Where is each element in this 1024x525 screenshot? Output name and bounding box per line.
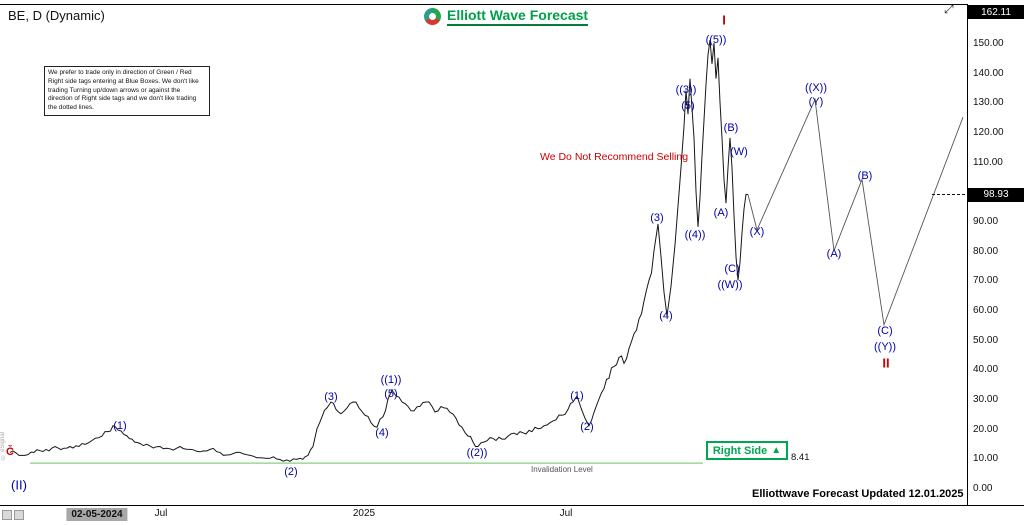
price-tick-label: 30.00 (973, 394, 999, 405)
wave-label: ((4)) (684, 229, 706, 241)
price-tick-label: 120.00 (973, 127, 1004, 138)
price-axis[interactable]: 162.11 98.93 150.00 140.00 130.00 120.00 110… (968, 4, 1024, 505)
wave-label: II (882, 355, 890, 371)
date-label: Jul (559, 508, 573, 519)
wave-label: (4) (659, 310, 673, 322)
disclaimer-note: We prefer to trade only in direction of … (44, 66, 210, 116)
wave-label: (2) (580, 421, 594, 433)
price-tick-label: 150.00 (973, 38, 1004, 49)
corner-icons (2, 510, 24, 520)
price-tick-label: 20.00 (973, 423, 999, 435)
price-series (9, 39, 749, 462)
price-tick-label: 90.00 (973, 216, 999, 227)
logo-circle-icon (424, 8, 441, 25)
wave-label: (5) (384, 388, 398, 400)
wave-label: ((2)) (466, 447, 488, 459)
price-tick-label: 40.00 (973, 364, 999, 376)
wave-label: (A) (713, 207, 729, 219)
wave-label: ((5)) (705, 34, 727, 46)
wave-label: (2) (284, 466, 298, 478)
elliott-wave-forecast-logo: Elliott Wave Forecast (424, 7, 589, 26)
wave-label: (W) (730, 146, 748, 158)
corner-icon (14, 510, 24, 520)
logo-text: Elliott Wave Forecast (447, 7, 589, 26)
wave-label: ((X)) (805, 82, 827, 94)
wave-label: ((1)) (380, 374, 402, 386)
wave-label: (B) (857, 170, 873, 182)
no-sell-note: We Do Not Recommend Selling (540, 151, 689, 163)
right-side-tag: Right Side ▲ (706, 441, 788, 460)
price-tick-label: 80.00 (973, 245, 999, 257)
watermark: © eSignal (0, 432, 6, 460)
invalidation-value: 8.41 (791, 452, 810, 463)
price-tick-label: 50.00 (973, 334, 999, 346)
wave-label: I (722, 12, 726, 28)
price-tick-label: 10.00 (973, 453, 999, 465)
wave-label: (1) (113, 420, 127, 432)
corner-icon (2, 510, 12, 520)
invalidation-label: Invalidation Level (531, 465, 593, 474)
wave-label: (C) (877, 325, 893, 337)
price-tick-label: 70.00 (973, 275, 999, 287)
wave-label: (3) (324, 391, 338, 403)
wave-label: (3) (650, 212, 664, 224)
chart-canvas[interactable]: (1) (2) (3) ((1)) (5) (4) ((2)) (1) (2) (3) (4) ((3… (0, 0, 967, 505)
wave-label: (5) (681, 100, 695, 112)
price-tick-label: 0.00 (973, 483, 993, 494)
wave-label: ((3)) (675, 84, 697, 96)
wave-label: (Y) (808, 96, 824, 108)
wave-label: ((Y)) (874, 341, 896, 353)
price-tick-label: 60.00 (973, 305, 999, 316)
date-label: 2025 (352, 508, 376, 519)
wave-label: ((W)) (717, 279, 743, 291)
wave-label: (B) (723, 122, 739, 134)
wave-label: (1) (570, 390, 584, 402)
wave-label: (4) (375, 427, 389, 439)
chart-title: BE, D (Dynamic) (8, 8, 105, 23)
wave-label: (II) (11, 477, 27, 493)
time-axis[interactable]: 02-05-2024 Jul 2025 Jul (0, 506, 967, 525)
axis-separator (967, 4, 968, 506)
bottom-border (0, 505, 1024, 506)
date-label: Jul (154, 508, 168, 519)
wave-label: Č (6, 446, 14, 458)
price-tick-label: 110.00 (973, 156, 1003, 168)
wave-label: (X) (749, 226, 765, 238)
expand-icon[interactable]: ⤢ (944, 2, 954, 16)
wave-label: (A) (826, 248, 842, 260)
date-label-selected: 02-05-2024 (66, 508, 128, 521)
price-chart-svg (9, 39, 966, 464)
current-price-badge: 98.93 (968, 187, 1024, 202)
high-price-badge: 162.11 (968, 5, 1024, 19)
logo-circle-hole (429, 13, 436, 20)
forecast-line (747, 97, 964, 327)
top-border (0, 4, 1024, 5)
right-side-label: Right Side (712, 444, 768, 457)
up-arrow-icon: ▲ (771, 444, 782, 456)
price-tick-label: 130.00 (973, 97, 1004, 109)
update-note: Elliottwave Forecast Updated 12.01.2025 (752, 488, 964, 500)
wave-label: (C) (724, 263, 740, 275)
price-tick-label: 140.00 (973, 67, 1004, 79)
